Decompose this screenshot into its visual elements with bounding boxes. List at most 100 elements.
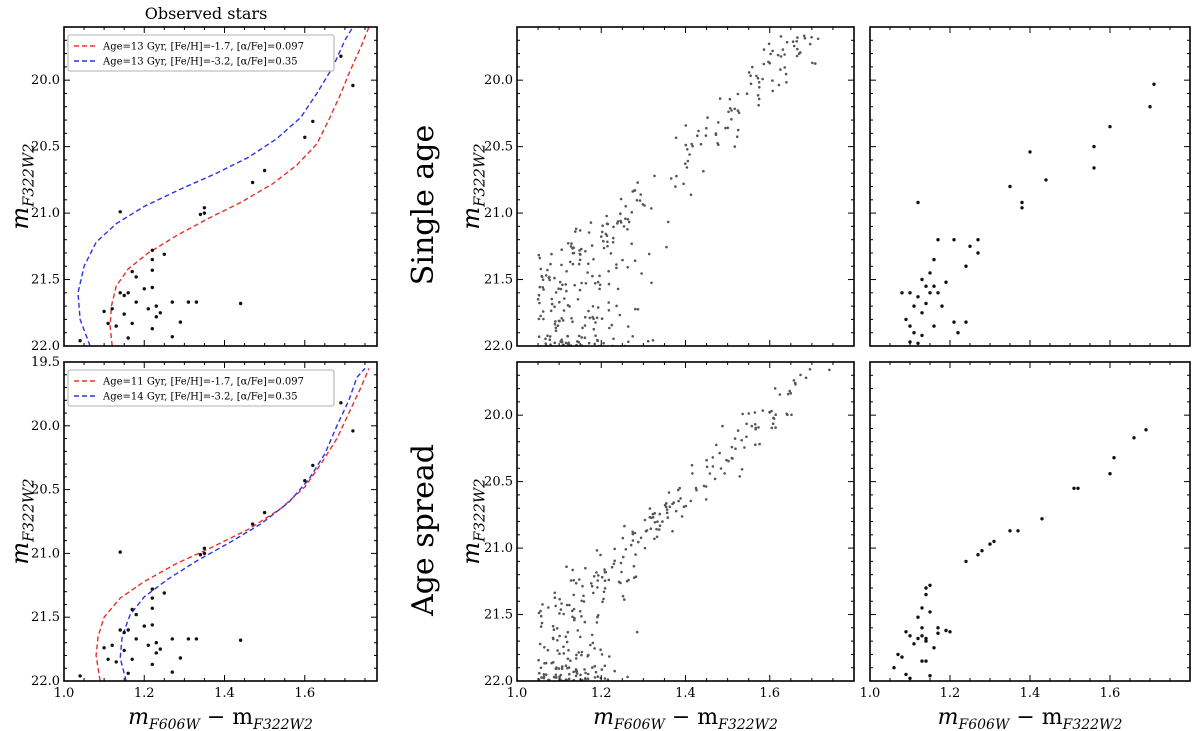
star-point <box>538 642 542 646</box>
star-point <box>591 274 594 278</box>
star-point <box>538 671 541 675</box>
star-point <box>676 488 680 492</box>
star-point <box>553 305 556 309</box>
star-point <box>661 520 664 523</box>
star-point <box>584 566 587 570</box>
star-point <box>916 200 920 205</box>
star-point <box>988 542 992 546</box>
y-tick-label: 21.0 <box>31 546 60 561</box>
star-point <box>549 262 552 266</box>
star-point <box>568 260 572 264</box>
star-point <box>561 283 564 287</box>
star-point <box>629 543 633 547</box>
star-point <box>558 634 561 638</box>
star-point <box>785 412 788 416</box>
star-point <box>541 310 545 313</box>
star-point <box>768 61 772 65</box>
star-point <box>564 283 567 286</box>
star-point <box>630 242 633 246</box>
star-point <box>932 324 936 328</box>
star-point <box>544 337 547 341</box>
star-point <box>592 575 596 578</box>
star-point <box>964 320 968 324</box>
star-point <box>596 675 600 678</box>
star-point <box>904 317 908 322</box>
y-tick-label: 21.0 <box>31 206 60 221</box>
star-point <box>110 643 114 647</box>
star-point <box>544 342 547 345</box>
star-point <box>924 639 928 643</box>
star-point <box>686 148 689 151</box>
star-point <box>920 606 924 610</box>
star-point <box>714 133 718 136</box>
star-point <box>726 126 730 130</box>
star-point <box>1112 456 1116 460</box>
panel-single-age-full: 20.0 20.5 21.0 21.5 22.0 mF322W2 <box>457 26 855 354</box>
x-tick-label: 1.6 <box>294 686 315 701</box>
star-point <box>904 672 908 677</box>
star-point <box>602 246 606 250</box>
star-point <box>619 219 622 223</box>
star-point <box>118 210 122 214</box>
star-point <box>677 499 680 503</box>
star-point <box>622 555 625 559</box>
star-point <box>928 674 932 678</box>
star-point <box>580 247 583 251</box>
star-point <box>593 282 597 285</box>
star-point <box>600 317 604 321</box>
star-point <box>627 340 630 344</box>
isochrone-curve <box>119 367 366 681</box>
star-point <box>730 445 734 449</box>
star-point <box>186 300 191 304</box>
star-point <box>734 447 737 451</box>
star-point <box>566 304 570 307</box>
star-point <box>622 225 626 228</box>
star-point <box>737 111 741 114</box>
star-point <box>608 655 611 658</box>
star-point <box>738 475 742 478</box>
star-point <box>1008 529 1012 533</box>
star-point <box>936 291 940 295</box>
star-point <box>130 607 134 612</box>
star-point <box>592 258 595 261</box>
star-point <box>828 368 831 372</box>
star-point <box>666 516 670 519</box>
star-point <box>792 44 796 48</box>
star-point <box>578 229 582 232</box>
star-point <box>586 677 590 681</box>
star-point <box>796 36 799 39</box>
star-point <box>651 516 655 519</box>
star-point <box>178 320 183 324</box>
star-point <box>1072 486 1076 490</box>
star-point <box>753 411 757 414</box>
star-point <box>606 678 610 681</box>
star-point <box>557 667 561 670</box>
star-point <box>743 446 746 449</box>
star-point <box>572 251 576 255</box>
panel-frame <box>869 361 1191 682</box>
y-tick-label: 22.0 <box>484 674 513 689</box>
star-point <box>772 417 776 420</box>
star-point <box>126 671 130 675</box>
star-point <box>590 582 593 585</box>
star-point <box>602 597 605 601</box>
star-point <box>608 326 611 330</box>
legend-label: Age=13 Gyr, [Fe/H]=-3.2, [α/Fe]=0.35 <box>102 57 298 68</box>
star-point <box>607 578 611 582</box>
panel-frame <box>516 26 855 347</box>
star-point <box>808 368 812 371</box>
star-point <box>771 49 774 53</box>
star-point <box>790 413 793 417</box>
star-point <box>560 667 564 670</box>
star-point <box>569 579 573 582</box>
star-point <box>900 655 904 659</box>
star-point <box>559 340 562 343</box>
star-point <box>565 565 568 568</box>
star-point <box>667 491 671 494</box>
star-point <box>563 297 566 300</box>
star-point <box>682 505 686 509</box>
y-tick-label: 20.0 <box>31 419 60 434</box>
star-point <box>566 630 570 634</box>
star-point <box>539 267 543 271</box>
star-point <box>546 648 550 652</box>
